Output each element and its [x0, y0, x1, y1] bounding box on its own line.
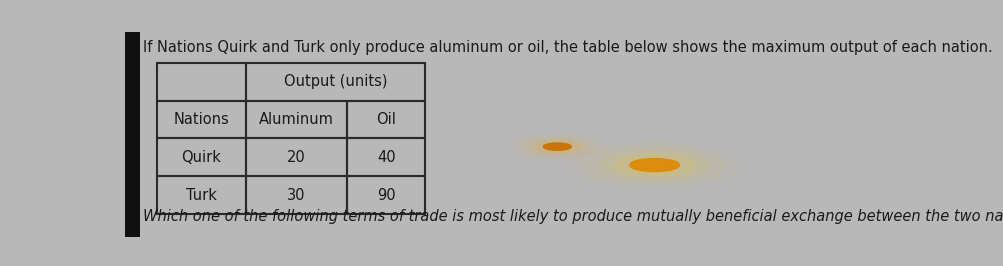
Text: Nations: Nations: [174, 112, 229, 127]
Text: Output (units): Output (units): [284, 74, 387, 89]
Text: Aluminum: Aluminum: [259, 112, 334, 127]
Circle shape: [526, 139, 588, 155]
Text: 30: 30: [287, 188, 306, 203]
Circle shape: [599, 151, 709, 180]
Circle shape: [614, 155, 694, 176]
Text: If Nations Quirk and Turk only produce aluminum or oil, the table below shows th: If Nations Quirk and Turk only produce a…: [143, 40, 992, 55]
Circle shape: [629, 159, 679, 172]
Circle shape: [535, 141, 579, 152]
Bar: [246, 138, 347, 176]
Bar: [246, 176, 347, 214]
Text: Which one of the following terms of trade is most likely to produce mutually ben: Which one of the following terms of trad…: [143, 209, 1003, 225]
Bar: [156, 63, 246, 101]
Text: 40: 40: [376, 150, 395, 165]
Bar: [347, 138, 424, 176]
Bar: [246, 101, 347, 138]
Text: Oil: Oil: [376, 112, 396, 127]
Bar: [347, 176, 424, 214]
Bar: [156, 176, 246, 214]
Bar: [246, 63, 424, 101]
Text: Turk: Turk: [186, 188, 217, 203]
Text: Quirk: Quirk: [182, 150, 221, 165]
Circle shape: [543, 143, 571, 150]
Text: 90: 90: [376, 188, 395, 203]
Bar: [347, 101, 424, 138]
Text: 20: 20: [287, 150, 306, 165]
Bar: [156, 101, 246, 138]
Bar: [125, 32, 139, 237]
Bar: [156, 138, 246, 176]
